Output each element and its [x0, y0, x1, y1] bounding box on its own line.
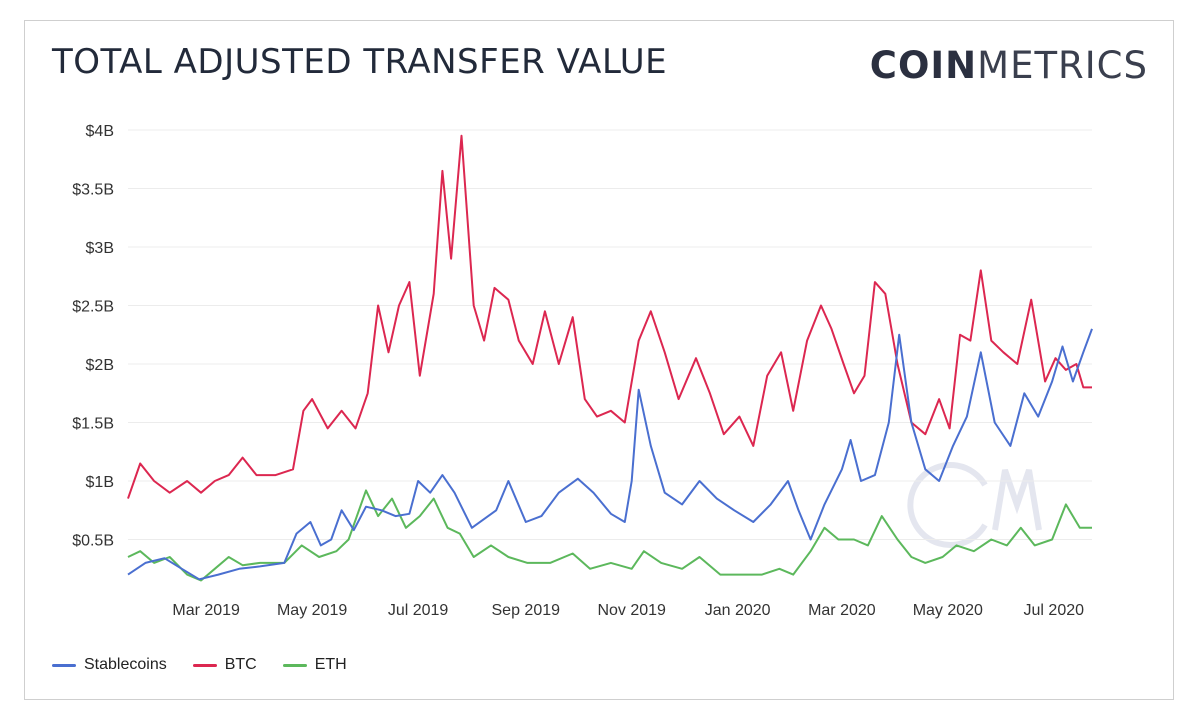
logo-light-text: METRICS [977, 44, 1148, 87]
legend-swatch-eth [282, 663, 307, 667]
gridlines [128, 129, 1092, 540]
coinmetrics-logo: COINMETRICS [870, 44, 1148, 87]
cm-watermark-shape [907, 462, 1042, 548]
legend-item-eth[interactable]: ETH [282, 656, 347, 674]
x-tick-label: Jan 2020 [705, 602, 771, 619]
y-tick-label: $1.5B [72, 416, 114, 433]
x-tick-label: Sep 2019 [492, 602, 561, 619]
legend-label: Stablecoins [84, 656, 167, 673]
cm-watermark-icon [907, 462, 1042, 548]
y-tick-label: $4B [86, 123, 114, 140]
series-lines [127, 134, 1093, 582]
y-tick-label: $2.5B [72, 299, 114, 316]
x-tick-label: Mar 2019 [172, 602, 240, 619]
y-tick-label: $1B [86, 474, 114, 491]
x-tick-label: Jul 2020 [1024, 602, 1085, 619]
y-tick-label: $3B [86, 240, 114, 257]
x-axis-ticks: Mar 2019 May 2019 Jul 2019 Sep 2019 Nov 2019… [172, 602, 1084, 619]
y-tick-label: $2B [86, 357, 114, 374]
legend-swatch-stablecoins [52, 663, 76, 667]
y-axis-ticks: $0.5B $1B $1.5B $2B $2.5B $3B $3.5B $4B [72, 123, 114, 550]
legend-label: ETH [314, 656, 347, 673]
x-tick-label: Mar 2020 [808, 602, 876, 619]
chart-title: TOTAL ADJUSTED TRANSFER VALUE [52, 42, 668, 82]
series-line-btc[interactable] [127, 134, 1092, 499]
x-tick-label: May 2019 [277, 602, 347, 619]
legend-item-btc[interactable]: BTC [192, 656, 257, 674]
legend-label: BTC [224, 656, 257, 673]
legend-swatch-btc [192, 663, 217, 667]
legend-item-stablecoins[interactable]: Stablecoins [52, 656, 167, 674]
logo-bold-text: COIN [869, 44, 978, 87]
series-line-eth[interactable] [127, 489, 1092, 582]
x-tick-label: Nov 2019 [597, 602, 666, 619]
legend: Stablecoins BTC ETH [52, 656, 347, 674]
x-tick-label: May 2020 [913, 602, 983, 619]
y-tick-label: $0.5B [72, 533, 114, 550]
y-tick-label: $3.5B [72, 182, 114, 199]
x-tick-label: Jul 2019 [388, 602, 449, 619]
series-line-stablecoins[interactable] [127, 328, 1093, 581]
